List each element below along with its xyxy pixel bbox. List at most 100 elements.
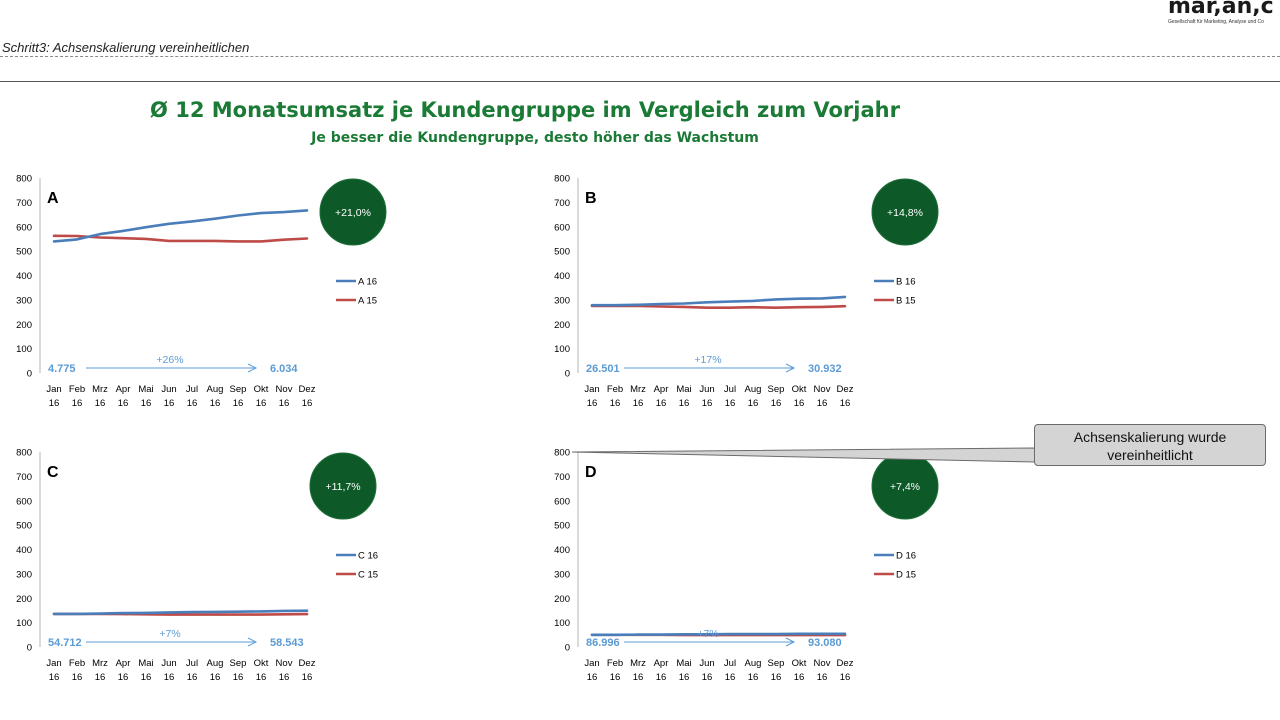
x-tick-label: Mrz 16 <box>630 658 646 683</box>
start-value: 54.712 <box>48 637 82 649</box>
x-tick-label: Okt 16 <box>792 658 807 683</box>
x-tick-label: Okt 16 <box>792 384 807 409</box>
growth-label: +7% <box>159 628 180 640</box>
panel-label: D <box>585 464 597 481</box>
y-tick-label: 300 <box>16 569 32 580</box>
x-tick-label: Nov 16 <box>276 384 293 409</box>
y-tick-label: 800 <box>16 448 32 459</box>
x-tick-label: Aug 16 <box>207 658 224 683</box>
y-tick-label: 600 <box>16 222 32 233</box>
series-line-a-15 <box>52 234 309 243</box>
growth-badge-label: +14,8% <box>887 207 923 219</box>
y-tick-label: 800 <box>16 174 32 185</box>
end-value: 30.932 <box>808 363 842 375</box>
y-tick-label: 400 <box>554 271 570 282</box>
x-tick-label: Aug 16 <box>207 384 224 409</box>
x-tick-label: Jun 16 <box>161 384 176 409</box>
header-divider <box>0 81 1280 82</box>
start-value: 26.501 <box>586 363 620 375</box>
growth-badge <box>309 452 377 520</box>
chart-d: 0 100 200 300 400 500 600 700 800 Jan 16 Feb 16 Mrz 16… <box>554 448 939 683</box>
y-tick-label: 700 <box>554 198 570 209</box>
series-line-b-16 <box>590 295 847 307</box>
end-value: 58.543 <box>270 637 304 649</box>
x-tick-label: Nov 16 <box>814 384 831 409</box>
growth-label: +17% <box>694 354 721 366</box>
y-tick-label: 200 <box>554 320 570 331</box>
x-tick-label: Mrz 16 <box>630 384 646 409</box>
y-tick-label: 500 <box>16 247 32 258</box>
start-value: 86.996 <box>586 637 620 649</box>
logo-tagline: Gesellschaft für Marketing, Analyse und … <box>1168 19 1264 25</box>
y-tick-label: 400 <box>16 271 32 282</box>
chart-b: 0 100 200 300 400 500 600 700 800 Jan 16 Feb 16 Mrz 16… <box>554 174 939 409</box>
y-tick-label: 100 <box>554 344 570 355</box>
sub-title: Je besser die Kundengruppe, desto höher … <box>311 130 759 146</box>
x-tick-label: Feb 16 <box>607 658 623 683</box>
y-tick-label: 500 <box>554 247 570 258</box>
panel-label: B <box>585 190 597 207</box>
y-tick-label: 400 <box>16 545 32 556</box>
x-tick-label: Mrz 16 <box>92 658 108 683</box>
x-tick-label: Sep 16 <box>230 658 247 683</box>
x-tick-label: Sep 16 <box>768 658 785 683</box>
panel-label: C <box>47 464 59 481</box>
legend-label: D 16 <box>896 551 916 562</box>
y-tick-label: 500 <box>554 521 570 532</box>
y-tick-label: 600 <box>554 222 570 233</box>
x-tick-label: Nov 16 <box>814 658 831 683</box>
logo: mar,an,c Gesellschaft für Marketing, Ana… <box>1160 0 1280 30</box>
series-line-c-16 <box>52 609 309 616</box>
x-tick-label: Jan 16 <box>584 658 599 683</box>
panel-label: A <box>47 190 59 207</box>
y-tick-label: 300 <box>16 295 32 306</box>
x-tick-label: Jun 16 <box>699 658 714 683</box>
x-tick-label: Jul 16 <box>724 384 736 409</box>
x-tick-label: Sep 16 <box>768 384 785 409</box>
growth-badge-label: +11,7% <box>325 481 360 493</box>
y-tick-label: 300 <box>554 295 570 306</box>
x-tick-label: Apr 16 <box>654 658 669 683</box>
x-tick-label: Mrz 16 <box>92 384 108 409</box>
growth-badge-label: +21,0% <box>335 207 371 219</box>
growth-arrow-head <box>247 637 258 647</box>
growth-badge <box>871 178 939 246</box>
callout-line-2: vereinheitlicht <box>1107 447 1193 463</box>
y-tick-label: 100 <box>554 618 570 629</box>
y-tick-label: 700 <box>16 472 32 483</box>
growth-arrow-head <box>785 363 796 373</box>
callout-box: Achsenskalierung wurde vereinheitlicht <box>1034 424 1266 466</box>
growth-arrow-head <box>247 363 258 373</box>
y-tick-label: 400 <box>554 545 570 556</box>
x-tick-label: Okt 16 <box>254 384 269 409</box>
step-title: Schritt3: Achsenskalierung vereinheitlic… <box>2 40 250 55</box>
y-tick-label: 800 <box>554 448 570 459</box>
x-tick-label: Dez 16 <box>299 384 316 409</box>
x-tick-label: Sep 16 <box>230 384 247 409</box>
x-tick-label: Aug 16 <box>745 384 762 409</box>
y-tick-label: 700 <box>16 198 32 209</box>
y-tick-label: 200 <box>16 594 32 605</box>
dashed-divider <box>0 56 1280 57</box>
growth-label: +7% <box>697 628 718 640</box>
y-tick-label: 200 <box>554 594 570 605</box>
x-tick-label: Jun 16 <box>699 384 714 409</box>
x-tick-label: Jul 16 <box>186 384 198 409</box>
legend-label: B 16 <box>896 277 916 288</box>
x-tick-label: Jul 16 <box>724 658 736 683</box>
callout-line-1: Achsenskalierung wurde <box>1073 429 1227 445</box>
series-line-d-16 <box>590 632 847 637</box>
y-tick-label: 200 <box>16 320 32 331</box>
y-tick-label: 700 <box>554 472 570 483</box>
growth-badge-label: +7,4% <box>890 481 920 493</box>
x-tick-label: Nov 16 <box>276 658 293 683</box>
y-tick-label: 800 <box>554 174 570 185</box>
legend-label: A 15 <box>358 296 377 307</box>
end-value: 93.080 <box>808 637 842 649</box>
legend-label: A 16 <box>358 277 377 288</box>
chart-c: 0 100 200 300 400 500 600 700 800 Jan 16 Feb 16 Mrz 16… <box>16 448 378 684</box>
x-tick-label: Mai 16 <box>676 658 691 683</box>
x-tick-label: Mai 16 <box>138 384 153 409</box>
x-tick-label: Okt 16 <box>254 658 269 683</box>
series-line-b-15 <box>590 304 847 310</box>
